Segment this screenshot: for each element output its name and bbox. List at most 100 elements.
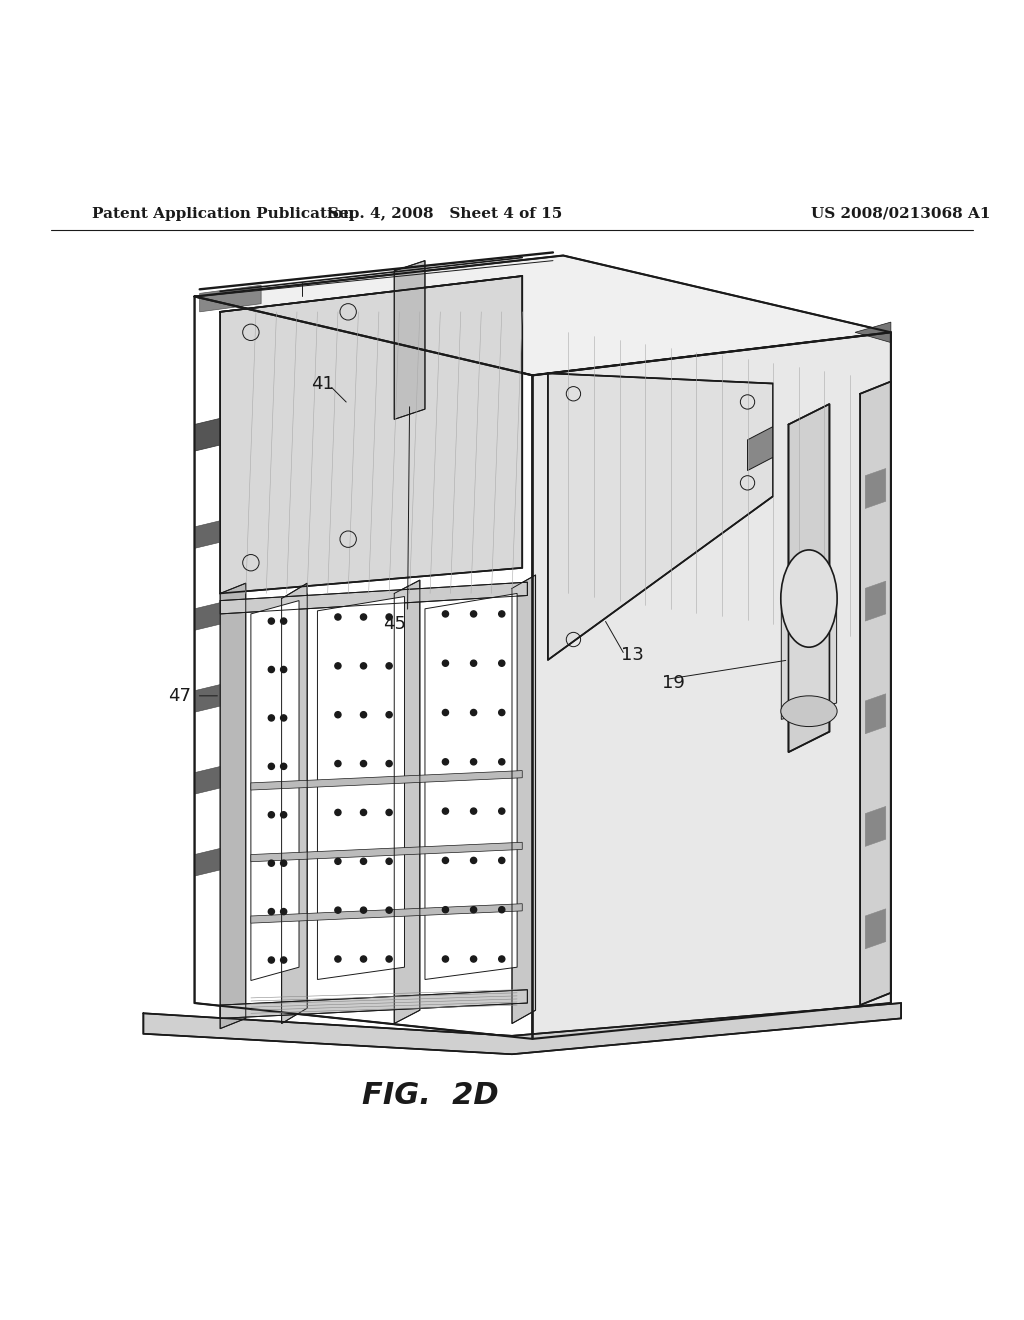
- Circle shape: [471, 808, 477, 814]
- Circle shape: [499, 611, 505, 616]
- Circle shape: [335, 663, 341, 669]
- Text: 19: 19: [663, 673, 685, 692]
- Polygon shape: [394, 579, 420, 1023]
- Polygon shape: [282, 583, 307, 1023]
- Text: Sep. 4, 2008   Sheet 4 of 15: Sep. 4, 2008 Sheet 4 of 15: [329, 206, 562, 220]
- Circle shape: [335, 711, 341, 718]
- Polygon shape: [865, 581, 886, 622]
- Circle shape: [281, 957, 287, 964]
- Circle shape: [360, 663, 367, 669]
- Circle shape: [335, 956, 341, 962]
- Polygon shape: [512, 576, 536, 1023]
- Text: 47: 47: [168, 686, 190, 705]
- Polygon shape: [865, 469, 886, 508]
- Circle shape: [499, 808, 505, 814]
- Polygon shape: [865, 909, 886, 949]
- Text: 45: 45: [383, 615, 406, 634]
- Circle shape: [281, 715, 287, 721]
- Circle shape: [268, 763, 274, 770]
- Polygon shape: [865, 694, 886, 734]
- Circle shape: [471, 611, 477, 616]
- Polygon shape: [865, 807, 886, 846]
- Polygon shape: [425, 594, 517, 979]
- Circle shape: [499, 759, 505, 764]
- Circle shape: [386, 711, 392, 718]
- Circle shape: [499, 857, 505, 863]
- Polygon shape: [200, 285, 261, 312]
- Circle shape: [442, 709, 449, 715]
- Ellipse shape: [781, 550, 838, 647]
- Text: 41: 41: [311, 375, 334, 392]
- Polygon shape: [195, 603, 220, 631]
- Polygon shape: [195, 520, 220, 548]
- Circle shape: [268, 715, 274, 721]
- Circle shape: [360, 614, 367, 620]
- Circle shape: [281, 908, 287, 915]
- Circle shape: [281, 667, 287, 673]
- Polygon shape: [317, 597, 404, 979]
- Polygon shape: [195, 297, 532, 1039]
- Polygon shape: [251, 771, 522, 791]
- Circle shape: [471, 907, 477, 913]
- Circle shape: [499, 956, 505, 962]
- Circle shape: [499, 660, 505, 667]
- Circle shape: [281, 763, 287, 770]
- Circle shape: [268, 908, 274, 915]
- Circle shape: [360, 809, 367, 816]
- Polygon shape: [251, 601, 299, 981]
- Circle shape: [442, 611, 449, 616]
- Circle shape: [335, 614, 341, 620]
- Circle shape: [335, 907, 341, 913]
- Circle shape: [360, 711, 367, 718]
- Polygon shape: [220, 583, 246, 1028]
- Polygon shape: [532, 333, 891, 1039]
- Ellipse shape: [781, 696, 838, 726]
- Polygon shape: [394, 260, 425, 420]
- Circle shape: [471, 956, 477, 962]
- Polygon shape: [781, 590, 837, 719]
- Polygon shape: [195, 849, 220, 876]
- Polygon shape: [548, 374, 773, 660]
- Circle shape: [360, 760, 367, 767]
- Polygon shape: [251, 904, 522, 923]
- Polygon shape: [220, 990, 527, 1019]
- Polygon shape: [855, 322, 891, 343]
- Polygon shape: [220, 276, 522, 594]
- Circle shape: [281, 861, 287, 866]
- Polygon shape: [195, 685, 220, 713]
- Polygon shape: [788, 404, 829, 752]
- Text: FIG.  2D: FIG. 2D: [361, 1081, 499, 1110]
- Circle shape: [281, 618, 287, 624]
- Circle shape: [335, 809, 341, 816]
- Polygon shape: [251, 842, 522, 862]
- Polygon shape: [143, 1003, 901, 1055]
- Circle shape: [360, 858, 367, 865]
- Circle shape: [499, 907, 505, 913]
- Circle shape: [386, 760, 392, 767]
- Polygon shape: [220, 582, 527, 614]
- Circle shape: [442, 759, 449, 764]
- Polygon shape: [195, 256, 891, 375]
- Text: 13: 13: [622, 645, 644, 664]
- Circle shape: [386, 956, 392, 962]
- Polygon shape: [195, 767, 220, 795]
- Circle shape: [268, 812, 274, 818]
- Circle shape: [471, 759, 477, 764]
- Circle shape: [442, 808, 449, 814]
- Polygon shape: [860, 381, 891, 1005]
- Circle shape: [386, 663, 392, 669]
- Circle shape: [335, 858, 341, 865]
- Circle shape: [268, 667, 274, 673]
- Circle shape: [386, 858, 392, 865]
- Circle shape: [442, 907, 449, 913]
- Text: Patent Application Publication: Patent Application Publication: [92, 206, 354, 220]
- Circle shape: [386, 809, 392, 816]
- Circle shape: [442, 857, 449, 863]
- Polygon shape: [195, 418, 220, 451]
- Circle shape: [268, 957, 274, 964]
- Polygon shape: [748, 426, 773, 470]
- Circle shape: [442, 660, 449, 667]
- Circle shape: [386, 614, 392, 620]
- Circle shape: [442, 956, 449, 962]
- Circle shape: [471, 660, 477, 667]
